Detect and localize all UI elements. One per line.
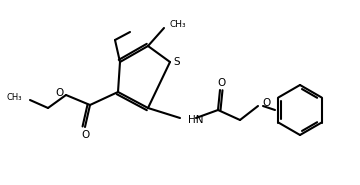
Text: HN: HN <box>188 115 203 125</box>
Text: CH₃: CH₃ <box>6 92 22 102</box>
Text: O: O <box>56 88 64 98</box>
Text: O: O <box>262 98 270 108</box>
Text: O: O <box>81 130 89 140</box>
Text: O: O <box>218 78 226 88</box>
Text: CH₃: CH₃ <box>169 19 186 28</box>
Text: S: S <box>174 57 180 67</box>
